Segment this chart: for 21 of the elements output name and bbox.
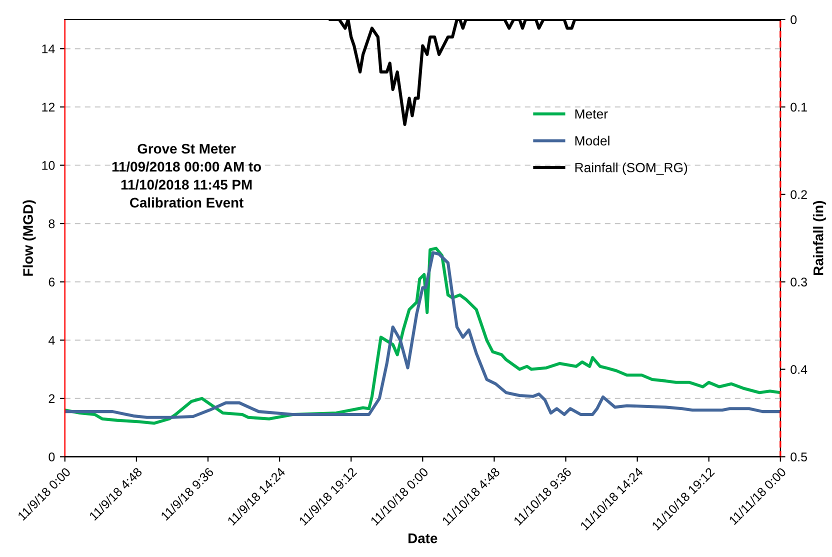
y2-tick-label: 0.2: [790, 190, 807, 200]
x-axis-title: Date: [408, 534, 438, 544]
y-tick-label: 12: [42, 102, 55, 112]
legend-label: Model: [575, 136, 610, 146]
y2-tick-label: 0.3: [790, 278, 807, 286]
y-tick-label: 14: [42, 44, 55, 54]
y-tick-label: 0: [48, 452, 55, 462]
y-tick-label: 10: [42, 161, 55, 170]
y-tick-label: 8: [48, 219, 55, 228]
y2-tick-label: 0.5: [790, 452, 807, 462]
y-tick-label: 4: [48, 336, 55, 345]
y2-tick-label: 0: [790, 15, 797, 24]
annotation: Grove St Meter 11/09/2018 00:00 AM to 11/10/2018 11:45 PM Calibration Event: [112, 144, 262, 208]
y2-tick-label: 0.4: [790, 365, 808, 374]
y2-axis-title: Rainfall (in): [813, 200, 826, 275]
y2-tick-label: 0.1: [790, 102, 807, 112]
y-tick-label: 6: [48, 278, 55, 286]
legend-label: Rainfall (SOM_RG): [575, 162, 688, 175]
legend-label: Meter: [575, 109, 608, 119]
y-axis-title: Flow (MGD): [22, 200, 36, 276]
y-tick-label: 2: [48, 394, 55, 403]
